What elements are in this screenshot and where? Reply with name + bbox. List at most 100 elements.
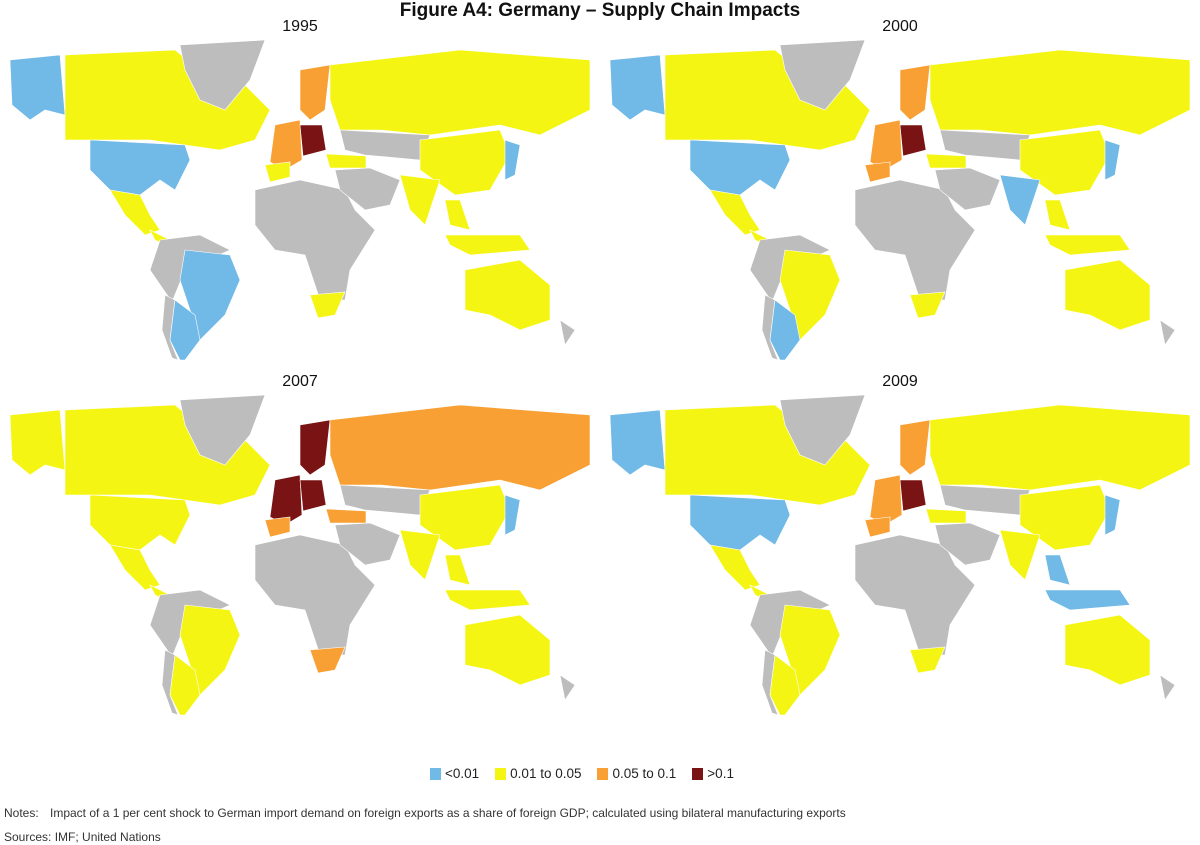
region-china — [419, 484, 511, 551]
map-title-2007: 2007 — [282, 373, 318, 390]
region-weurope — [869, 119, 903, 171]
region-australia — [464, 614, 551, 686]
region-australia — [464, 259, 551, 331]
region-scandinavia — [899, 64, 931, 121]
region-china — [1019, 484, 1111, 551]
region-ceurope — [899, 479, 927, 512]
region-centralasia — [339, 484, 431, 516]
region-mexico — [109, 544, 161, 591]
region-middleeast — [334, 167, 401, 211]
region-africa — [254, 179, 376, 301]
region-nz — [559, 319, 576, 346]
legend-label: <0.01 — [445, 766, 480, 781]
legend-swatch — [597, 767, 609, 780]
legend: <0.01 0.01 to 0.05 0.05 to 0.1 >0.1 — [430, 766, 734, 781]
region-weurope — [869, 474, 903, 526]
region-seasia — [444, 554, 471, 586]
region-scandinavia — [299, 64, 331, 121]
region-iberia — [264, 516, 291, 538]
region-greenland — [779, 395, 866, 466]
region-india — [399, 174, 441, 226]
region-seasia — [1044, 554, 1071, 586]
region-weurope — [269, 474, 303, 526]
region-russia — [329, 404, 591, 491]
region-southafrica — [909, 291, 946, 319]
region-ceurope — [899, 124, 927, 157]
region-usa — [89, 494, 191, 551]
region-japan — [1104, 139, 1121, 181]
region-indonesia — [1044, 589, 1131, 611]
region-greenland — [179, 40, 266, 111]
notes-text: Impact of a 1 per cent shock to German i… — [50, 806, 846, 820]
region-argentina — [169, 299, 201, 361]
map-title-2000: 2000 — [882, 18, 918, 35]
legend-swatch — [430, 767, 441, 780]
region-alaska — [609, 409, 666, 476]
region-alaska — [9, 409, 66, 476]
legend-swatch — [495, 767, 507, 780]
region-iberia — [864, 161, 891, 183]
region-southafrica — [309, 646, 346, 674]
legend-item-0.01-0.05: 0.01 to 0.05 — [495, 766, 581, 781]
region-mexico — [709, 544, 761, 591]
region-southafrica — [309, 291, 346, 319]
region-indonesia — [1044, 234, 1131, 256]
region-usa — [689, 494, 791, 551]
region-iberia — [264, 161, 291, 183]
sources: Sources: IMF; United Nations — [4, 830, 161, 844]
region-india — [999, 529, 1041, 581]
region-mexico — [109, 189, 161, 236]
region-russia — [329, 49, 591, 136]
region-japan — [1104, 494, 1121, 536]
region-scandinavia — [299, 419, 331, 476]
region-africa — [854, 179, 976, 301]
map-2000 — [609, 40, 1191, 361]
region-russia — [929, 404, 1191, 491]
region-china — [419, 129, 511, 196]
region-alaska — [9, 54, 66, 121]
region-seasia — [1044, 199, 1071, 231]
map-title-1995: 1995 — [282, 18, 318, 35]
region-usa — [689, 139, 791, 196]
region-turkey — [925, 508, 967, 524]
region-scandinavia — [899, 419, 931, 476]
region-nz — [559, 674, 576, 701]
region-turkey — [925, 153, 967, 169]
region-turkey — [325, 153, 367, 169]
region-alaska — [609, 54, 666, 121]
region-india — [399, 529, 441, 581]
region-argentina — [769, 299, 801, 361]
region-middleeast — [934, 522, 1001, 566]
region-china — [1019, 129, 1111, 196]
region-usa — [89, 139, 191, 196]
legend-item-gt-0.1: >0.1 — [692, 766, 734, 781]
region-weurope — [269, 119, 303, 171]
region-seasia — [444, 199, 471, 231]
region-centralasia — [939, 484, 1031, 516]
region-japan — [504, 139, 521, 181]
region-australia — [1064, 259, 1151, 331]
figure-title: Figure A4: Germany – Supply Chain Impact… — [399, 0, 801, 21]
region-ceurope — [299, 479, 327, 512]
region-japan — [504, 494, 521, 536]
legend-swatch — [692, 767, 704, 780]
legend-label: >0.1 — [707, 766, 734, 781]
map-1995 — [9, 40, 591, 361]
region-australia — [1064, 614, 1151, 686]
sources-label: Sources: — [4, 830, 52, 844]
legend-label: 0.05 to 0.1 — [612, 766, 677, 781]
region-nz — [1159, 674, 1176, 701]
region-argentina — [769, 654, 801, 716]
region-ceurope — [299, 124, 327, 157]
region-southafrica — [909, 646, 946, 674]
notes-label: Notes: — [4, 806, 39, 820]
region-argentina — [169, 654, 201, 716]
legend-item-0.05-0.1: 0.05 to 0.1 — [597, 766, 676, 781]
map-2007 — [9, 395, 591, 716]
region-nz — [1159, 319, 1176, 346]
map-title-2009: 2009 — [882, 373, 918, 390]
region-indonesia — [444, 234, 531, 256]
region-mexico — [709, 189, 761, 236]
region-middleeast — [934, 167, 1001, 211]
sources-text: IMF; United Nations — [54, 830, 161, 844]
